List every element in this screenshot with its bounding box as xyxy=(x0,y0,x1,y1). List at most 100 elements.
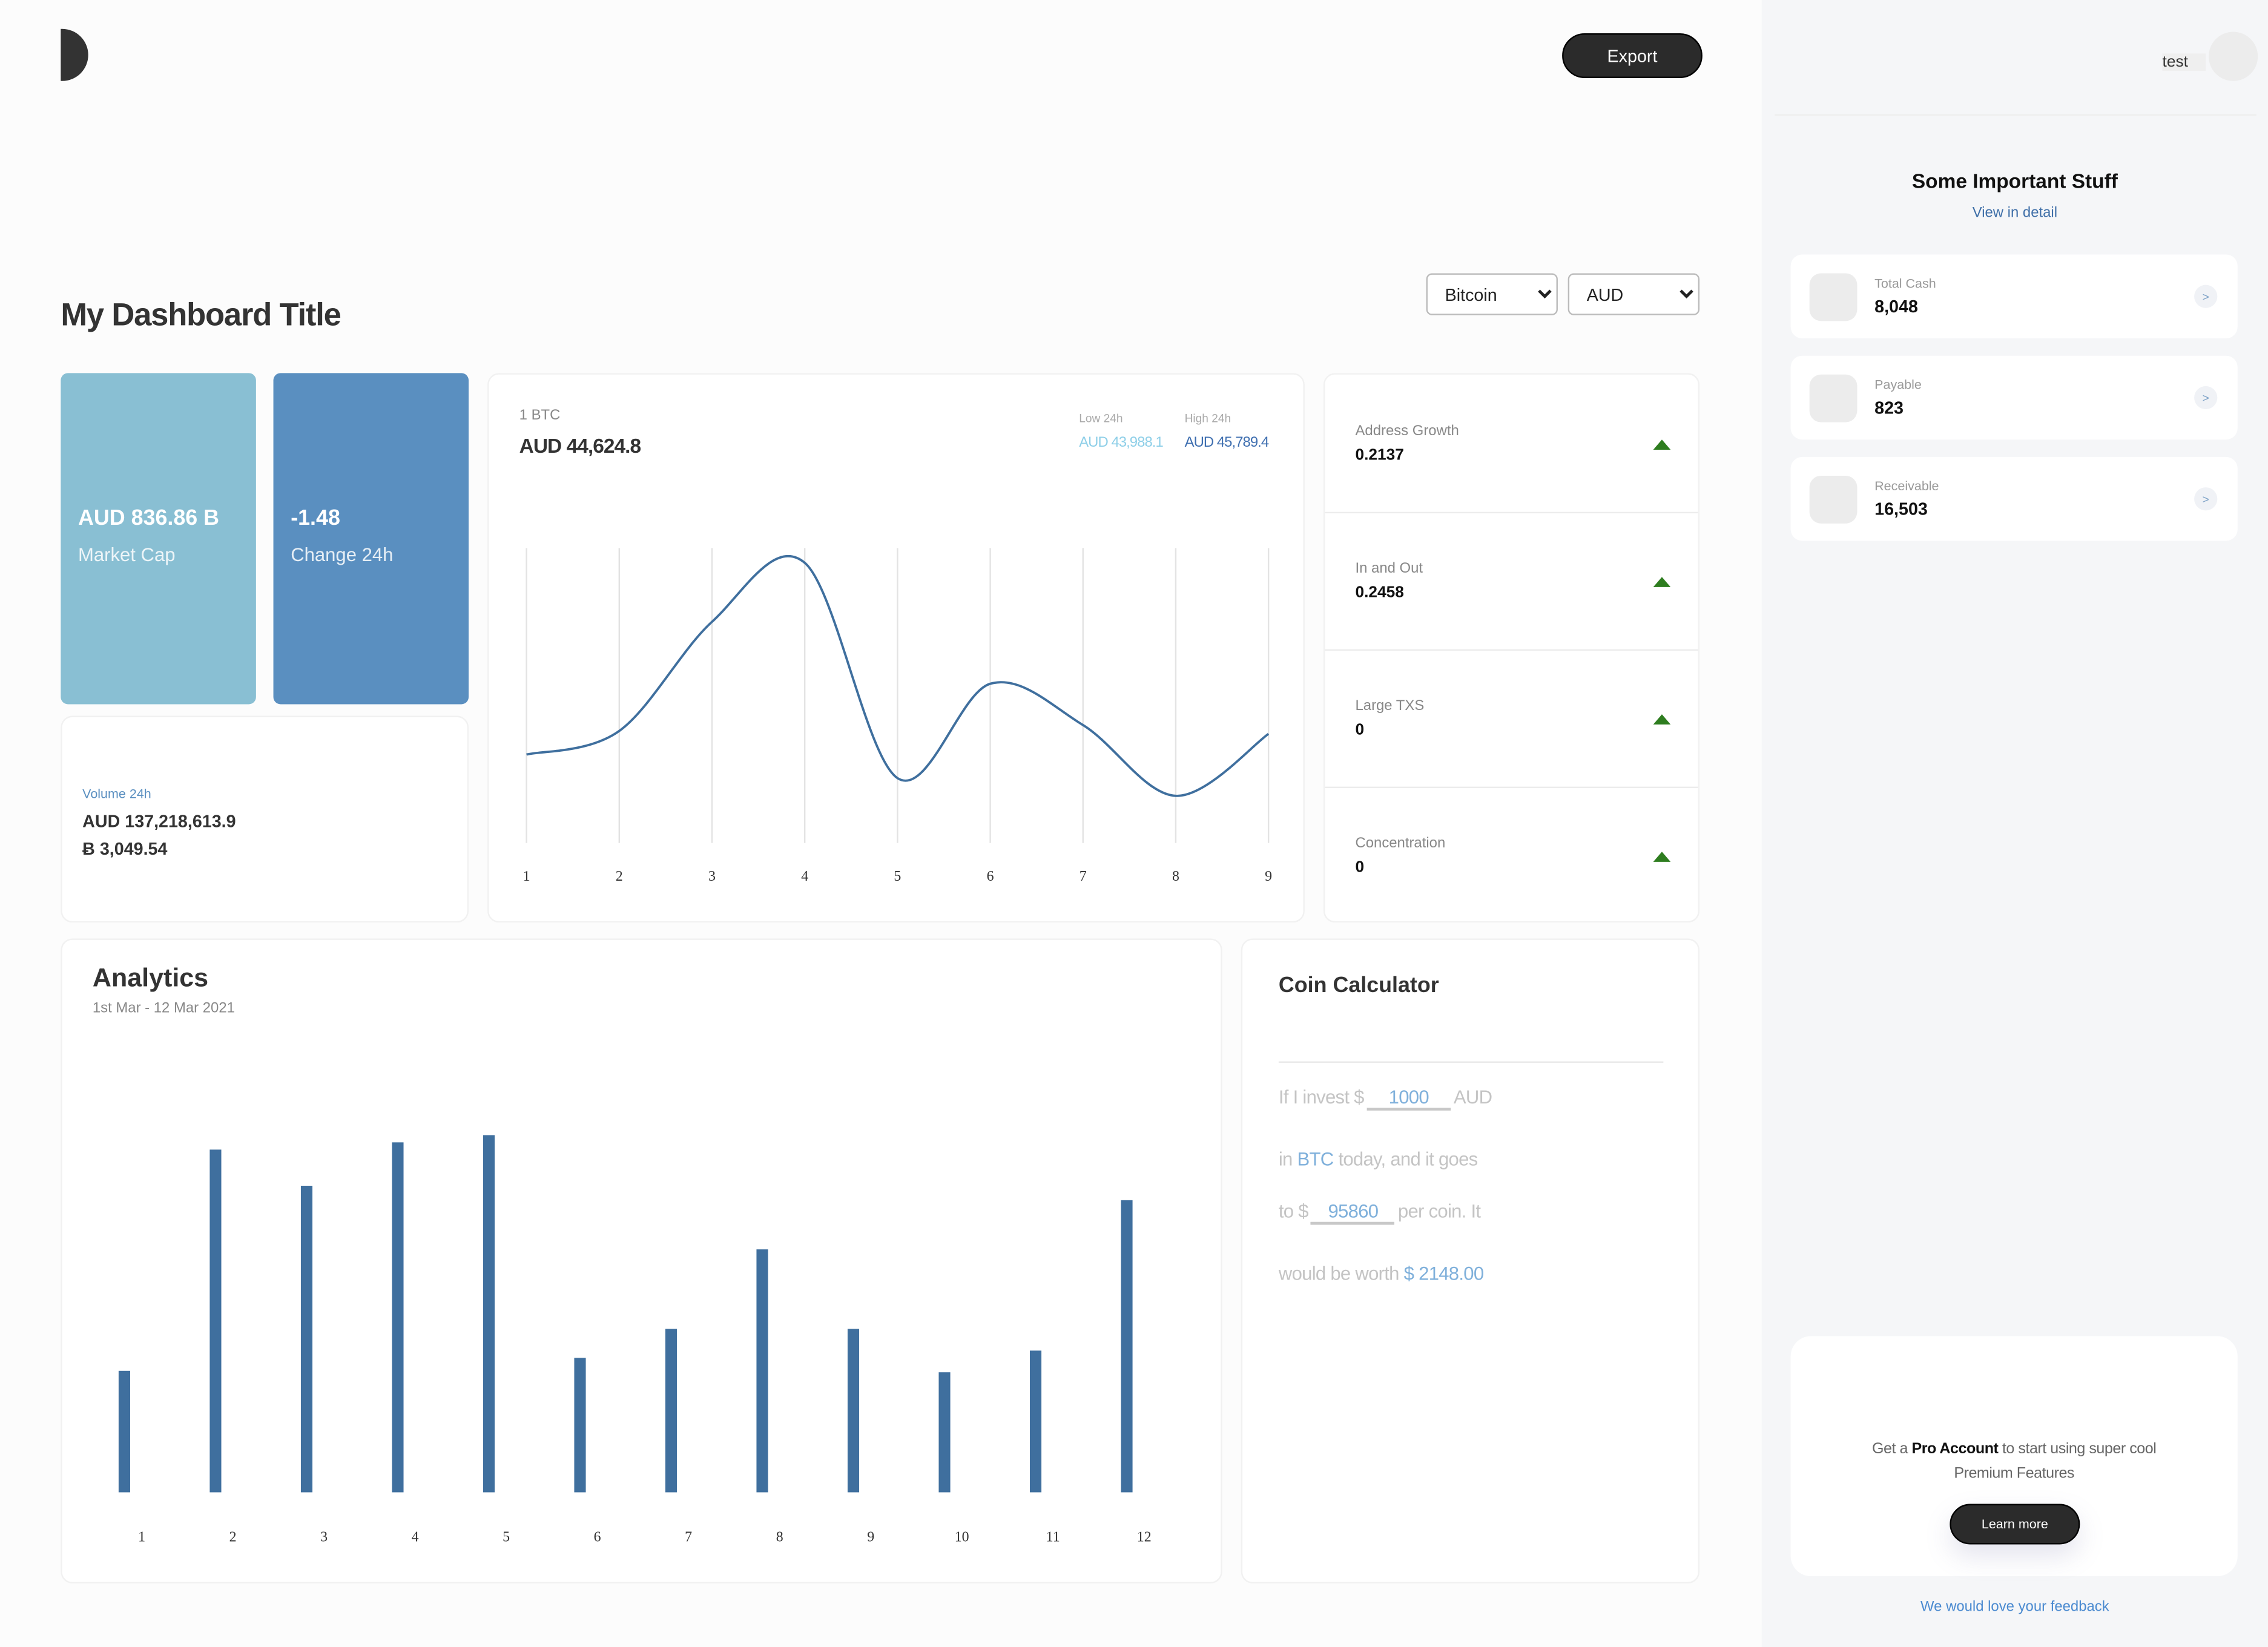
sidebar-item-payable[interactable]: Payable 823 > xyxy=(1790,355,2238,440)
item-icon xyxy=(1809,475,1858,524)
logo xyxy=(61,28,88,81)
x-tick-label: 6 xyxy=(594,1530,601,1545)
analytics-title: Analytics xyxy=(92,963,209,992)
calc-text: today, and it goes xyxy=(1338,1148,1478,1170)
metric-value: 0 xyxy=(1355,859,1365,876)
calc-line-4: would be worth $ 2148.00 xyxy=(1279,1263,1484,1284)
analytics-bar-chart: 1 2 3 4 5 6 7 8 9 10 11 12 xyxy=(118,1135,1152,1545)
calc-text: to $ xyxy=(1278,1200,1309,1222)
volume-label: Volume 24h xyxy=(82,786,151,801)
x-tick-label: 2 xyxy=(229,1530,237,1545)
metric-value: 0.2137 xyxy=(1355,447,1404,464)
x-tick-label: 4 xyxy=(412,1530,419,1545)
price-series-line xyxy=(526,554,1270,797)
x-tick-label: 7 xyxy=(685,1530,692,1545)
promo-text-part: Get a xyxy=(1872,1440,1908,1458)
chevron-right-icon[interactable]: > xyxy=(2194,386,2218,410)
page-title: My Dashboard Title xyxy=(61,296,341,333)
bar xyxy=(483,1135,495,1493)
price-unit: 1 BTC xyxy=(519,407,561,424)
analytics-date-range: 1st Mar - 12 Mar 2021 xyxy=(92,1001,235,1017)
change-label: Change 24h xyxy=(291,544,394,566)
item-icon xyxy=(1809,374,1858,422)
bar xyxy=(118,1370,131,1493)
feedback-link[interactable]: We would love your feedback xyxy=(1920,1599,2109,1616)
x-tick-label: 8 xyxy=(776,1530,783,1545)
item-value: 16,503 xyxy=(1874,499,1928,519)
chevron-right-icon[interactable]: > xyxy=(2194,487,2218,511)
pro-account-card: Get a Pro Account to start using super c… xyxy=(1790,1336,2238,1577)
item-value: 823 xyxy=(1874,397,1904,418)
volume-aud: AUD 137,218,613.9 xyxy=(82,811,236,832)
x-tick-label: 1 xyxy=(138,1530,145,1545)
avatar[interactable] xyxy=(2209,31,2258,81)
metric-address-growth: Address Growth 0.2137 xyxy=(1325,375,1698,514)
invest-input[interactable]: 1000 xyxy=(1366,1086,1451,1111)
bar xyxy=(392,1142,404,1493)
high-value: AUD 45,789.4 xyxy=(1184,435,1270,452)
change-card: -1.48 Change 24h xyxy=(273,373,469,705)
bar xyxy=(1121,1200,1133,1493)
x-tick-label: 9 xyxy=(867,1530,874,1545)
metric-large-txs: Large TXS 0 xyxy=(1325,649,1698,789)
market-cap-card: AUD 836.86 B Market Cap xyxy=(61,373,256,705)
metric-label: In and Out xyxy=(1355,561,1423,577)
metric-label: Address Growth xyxy=(1355,423,1459,440)
x-tick-label: 6 xyxy=(987,869,994,884)
bar xyxy=(300,1185,313,1493)
metric-label: Large TXS xyxy=(1355,698,1425,715)
metric-in-and-out: In and Out 0.2458 xyxy=(1325,512,1698,651)
bar xyxy=(756,1249,768,1493)
coin-calculator-card: Coin Calculator If I invest $1000 AUD in … xyxy=(1241,938,1700,1583)
item-label: Total Cash xyxy=(1874,276,1936,291)
x-tick-label: 9 xyxy=(1265,869,1272,884)
coin-select[interactable]: Bitcoin xyxy=(1426,273,1558,315)
x-tick-label: 3 xyxy=(320,1530,328,1545)
x-tick-label: 12 xyxy=(1137,1530,1152,1545)
market-cap-label: Market Cap xyxy=(78,544,176,566)
trend-up-icon xyxy=(1653,577,1671,587)
x-tick-label: 10 xyxy=(955,1530,969,1545)
bar xyxy=(574,1358,586,1493)
calc-result: $ 2148.00 xyxy=(1403,1262,1484,1284)
user-name[interactable]: test xyxy=(2162,53,2206,71)
promo-bold: Pro Account xyxy=(1911,1440,1999,1458)
export-button[interactable]: Export xyxy=(1562,33,1703,79)
bar xyxy=(847,1329,860,1493)
calc-text: If I invest $ xyxy=(1278,1086,1365,1108)
sidebar-item-total-cash[interactable]: Total Cash 8,048 > xyxy=(1790,254,2238,339)
target-price-input[interactable]: 95860 xyxy=(1311,1200,1396,1225)
calc-text: per coin. It xyxy=(1397,1200,1481,1222)
item-value: 8,048 xyxy=(1874,296,1918,317)
x-tick-label: 3 xyxy=(708,869,716,884)
volume-card: Volume 24h AUD 137,218,613.9 Ƀ 3,049.54 xyxy=(61,715,469,923)
view-in-detail-link[interactable]: View in detail xyxy=(1972,205,2058,222)
x-tick-label: 4 xyxy=(801,869,808,884)
item-label: Payable xyxy=(1874,377,1922,392)
high-label: High 24h xyxy=(1184,412,1231,426)
x-tick-label: 2 xyxy=(616,869,623,884)
currency-select[interactable]: AUD xyxy=(1567,273,1700,315)
price-line-chart: 1 2 3 4 5 6 7 8 9 xyxy=(523,548,1272,884)
calc-text: in xyxy=(1278,1148,1293,1170)
bar xyxy=(1029,1350,1042,1493)
promo-text-part: to start using super cool Premium Featur… xyxy=(1954,1440,2157,1482)
metric-value: 0.2458 xyxy=(1355,584,1404,602)
metric-value: 0 xyxy=(1355,722,1365,739)
trend-up-icon xyxy=(1653,852,1671,862)
chevron-right-icon[interactable]: > xyxy=(2194,284,2218,308)
bar xyxy=(938,1372,951,1493)
trend-up-icon xyxy=(1653,714,1671,725)
calc-coin: BTC xyxy=(1297,1148,1334,1170)
low-value: AUD 43,988.1 xyxy=(1079,435,1164,452)
bar xyxy=(209,1149,222,1493)
x-tick-label: 8 xyxy=(1172,869,1179,884)
learn-more-button[interactable]: Learn more xyxy=(1950,1504,2080,1545)
sidebar-title: Some Important Stuff xyxy=(1911,169,2118,192)
calculator-title: Coin Calculator xyxy=(1278,973,1439,998)
trend-up-icon xyxy=(1653,439,1671,450)
promo-text: Get a Pro Account to start using super c… xyxy=(1848,1438,2180,1487)
item-label: Receivable xyxy=(1874,478,1939,493)
sidebar-item-receivable[interactable]: Receivable 16,503 > xyxy=(1790,456,2238,541)
